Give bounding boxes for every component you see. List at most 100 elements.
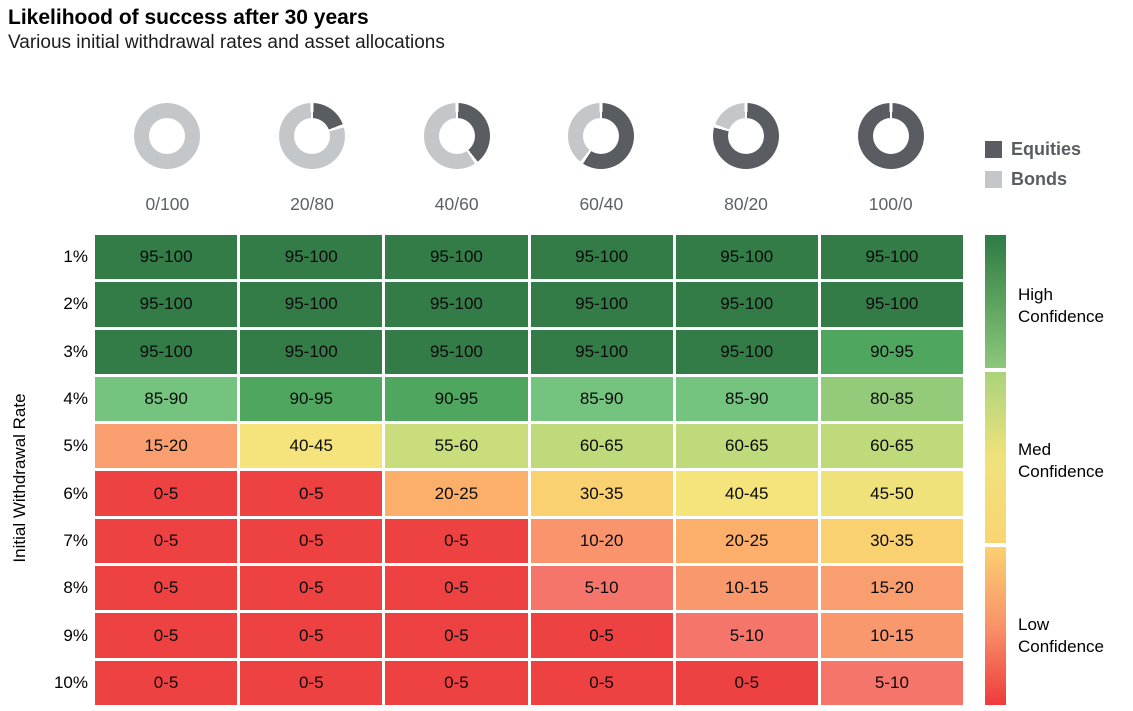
heatmap-cell: 40-45 [240, 424, 383, 469]
row-label: 1% [63, 247, 88, 267]
legend-item-bonds: Bonds [985, 169, 1081, 190]
heatmap-cell: 30-35 [530, 471, 673, 516]
heatmap-cell: 95-100 [385, 235, 528, 280]
heatmap-cell: 95-100 [530, 282, 673, 327]
heatmap-cell: 0-5 [675, 660, 818, 705]
heatmap-cell: 0-5 [385, 613, 528, 658]
page-title: Likelihood of success after 30 years [8, 6, 369, 29]
row-label: 2% [63, 294, 88, 314]
allocation-donut-80-20 [713, 103, 780, 169]
heatmap-cell: 95-100 [385, 329, 528, 374]
heatmap-cell: 15-20 [820, 566, 963, 611]
page-subtitle: Various initial withdrawal rates and ass… [8, 32, 445, 53]
allocation-label: 20/80 [290, 194, 334, 214]
row-label: 6% [63, 483, 88, 503]
heatmap-cell: 10-15 [820, 613, 963, 658]
row-label: 4% [63, 389, 88, 409]
allocation-donut-60-40 [568, 103, 635, 169]
heatmap-cell: 0-5 [385, 660, 528, 705]
heatmap-cell: 0-5 [95, 518, 238, 564]
heatmap-cell: 0-5 [95, 613, 238, 658]
row-label: 8% [63, 578, 88, 598]
heatmap-cell: 95-100 [530, 329, 673, 374]
row-label: 9% [63, 625, 88, 645]
heatmap-cell: 0-5 [240, 613, 383, 658]
confidence-label-high: High Confidence [1018, 285, 1105, 326]
allocation-label: 100/0 [868, 194, 913, 214]
heatmap-cell: 0-5 [95, 660, 238, 705]
row-label-column: 1% 2% 3% 4% 5% 6% 7% 8% 9% 10% [36, 235, 88, 705]
donut-slot [384, 103, 529, 171]
heatmap-cell: 0-5 [95, 566, 238, 611]
heatmap-cell: 5-10 [820, 660, 963, 705]
heatmap-cell: 0-5 [530, 660, 673, 705]
heatmap-cell: 0-5 [240, 518, 383, 564]
allocation-donut-row [95, 103, 963, 171]
allocation-label: 60/40 [579, 194, 624, 214]
row-label: 5% [63, 436, 88, 456]
donut-slot [818, 103, 963, 171]
heatmap-cell: 90-95 [240, 376, 383, 422]
confidence-segment-low [985, 547, 1006, 705]
heatmap-cell: 60-65 [820, 424, 963, 469]
heatmap-cell: 30-35 [820, 518, 963, 564]
heatmap-cell: 0-5 [240, 660, 383, 705]
heatmap-cell: 90-95 [820, 329, 963, 374]
row-label: 10% [53, 672, 88, 692]
heatmap-cell: 85-90 [675, 376, 818, 422]
heatmap-cell: 60-65 [530, 424, 673, 469]
heatmap-cell: 40-45 [675, 471, 818, 516]
heatmap-cell: 95-100 [530, 235, 673, 280]
allocation-donut-20-80 [279, 103, 345, 169]
allocation-label-row: 0/100 20/80 40/60 60/40 80/20 100/0 [95, 194, 963, 215]
equities-swatch [985, 141, 1002, 158]
heatmap-cell: 0-5 [240, 566, 383, 611]
heatmap-cell: 0-5 [530, 613, 673, 658]
confidence-segment-med [985, 372, 1006, 543]
allocation-donut-40-60 [423, 103, 490, 169]
row-label: 7% [63, 530, 88, 550]
row-label: 3% [63, 341, 88, 361]
heatmap-cell: 0-5 [240, 471, 383, 516]
heatmap-cell: 60-65 [675, 424, 818, 469]
heatmap-cell: 0-5 [385, 566, 528, 611]
heatmap-cell: 95-100 [240, 282, 383, 327]
heatmap-cell: 20-25 [385, 471, 528, 516]
heatmap-cell: 95-100 [820, 282, 963, 327]
donut-slot [674, 103, 819, 171]
heatmap-cell: 95-100 [95, 329, 238, 374]
allocation-label: 0/100 [145, 194, 190, 214]
heatmap-cell: 95-100 [240, 329, 383, 374]
bonds-swatch [985, 171, 1002, 188]
heatmap-cell: 95-100 [675, 235, 818, 280]
heatmap-cell: 85-90 [530, 376, 673, 422]
legend-item-equities: Equities [985, 139, 1081, 160]
heatmap-cell: 0-5 [385, 518, 528, 564]
heatmap-cell: 95-100 [820, 235, 963, 280]
donut-slot [529, 103, 674, 171]
heatmap-cell: 45-50 [820, 471, 963, 516]
heatmap-cell: 95-100 [675, 282, 818, 327]
heatmap-cell: 10-20 [530, 518, 673, 564]
heatmap-cell: 80-85 [820, 376, 963, 422]
heatmap-cell: 85-90 [95, 376, 238, 422]
allocation-legend: Equities Bonds [985, 139, 1081, 190]
heatmap-cell: 95-100 [240, 235, 383, 280]
heatmap-cell: 15-20 [95, 424, 238, 469]
allocation-label: 40/60 [434, 194, 479, 214]
allocation-label: 80/20 [724, 194, 768, 214]
legend-label: Bonds [1011, 169, 1067, 189]
y-axis-label: Initial Withdrawal Rate [10, 393, 29, 563]
heatmap-cell: 0-5 [95, 471, 238, 516]
heatmap-cell: 95-100 [95, 235, 238, 280]
heatmap-cell: 90-95 [385, 376, 528, 422]
allocation-donut-0-100 [134, 103, 201, 169]
heatmap-cell: 95-100 [675, 329, 818, 374]
legend-label: Equities [1011, 139, 1082, 159]
heatmap-cell: 20-25 [675, 518, 818, 564]
heatmap-cell: 5-10 [675, 613, 818, 658]
heatmap-cell: 95-100 [385, 282, 528, 327]
confidence-segment-high [985, 235, 1006, 368]
heatmap-cell: 10-15 [675, 566, 818, 611]
